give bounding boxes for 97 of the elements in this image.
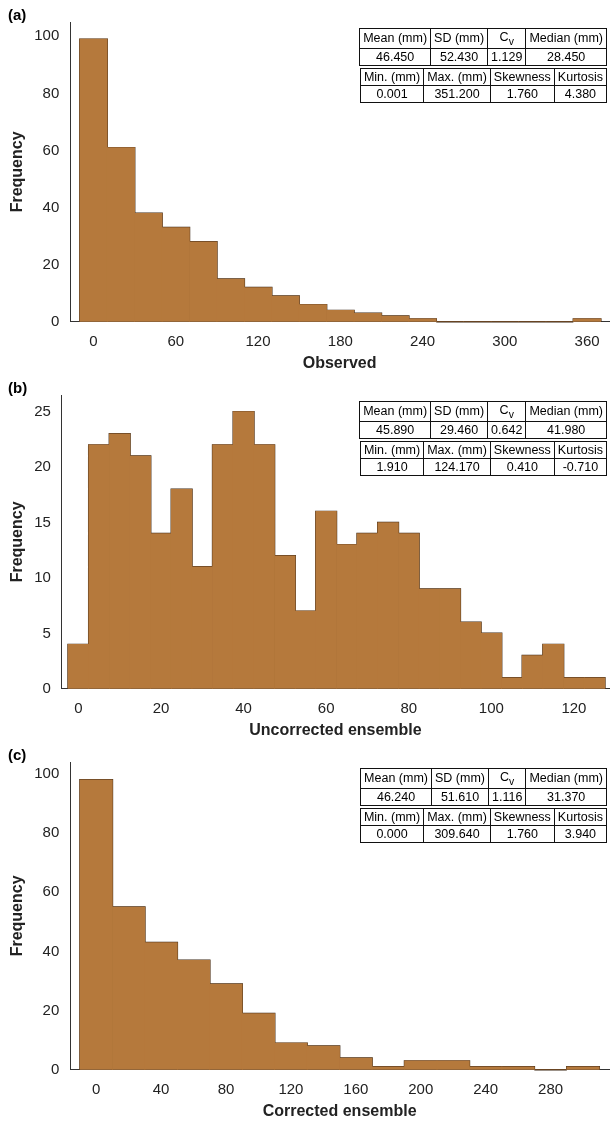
annotation: 45.890 (359, 421, 431, 438)
annotation: SD (mm) (430, 28, 488, 48)
y-tick-label: 0 (50, 311, 60, 329)
x-tick-label: 80 (400, 698, 418, 716)
y-tick-label: 60 (42, 882, 60, 900)
annotation: Kurtosis (554, 68, 607, 86)
annotation: 51.610 (431, 788, 489, 805)
annotation: Median (mm) (525, 28, 607, 48)
annotation: -0.710 (554, 458, 607, 476)
annotation: 46.450 (359, 48, 431, 65)
x-tick-label: 120 (245, 331, 271, 349)
annotation: 351.200 (423, 85, 491, 103)
annotation: 41.980 (525, 421, 607, 438)
annotation: Mean (mm) (359, 401, 431, 421)
annotation: C$_{v}$ (487, 401, 526, 421)
y-tick-label: 5 (42, 623, 51, 641)
annotation: 4.380 (554, 85, 607, 103)
annotation: SD (mm) (431, 768, 489, 788)
y-tick-label: 0 (50, 1059, 60, 1077)
annotation: Median (mm) (525, 768, 607, 788)
x-tick-label: 80 (217, 1079, 235, 1097)
x-axis-title: Corrected ensemble (262, 1101, 417, 1119)
annotation: SD (mm) (430, 401, 488, 421)
annotation: 0.642 (487, 421, 526, 438)
x-tick-label: 60 (317, 698, 335, 716)
x-tick-label: 60 (167, 331, 185, 349)
y-tick-label: 0 (42, 678, 51, 696)
x-tick-label: 300 (492, 331, 518, 349)
annotation: Skewness (490, 68, 555, 86)
y-tick-label: 25 (34, 401, 51, 419)
y-tick-label: 10 (34, 568, 51, 586)
annotation: 31.370 (525, 788, 607, 805)
annotation: Skewness (490, 808, 555, 826)
y-tick-label: 40 (42, 941, 60, 959)
y-axis-title: Frequency (8, 501, 26, 583)
x-tick-label: 180 (327, 331, 353, 349)
chart-title: (b) (8, 379, 28, 396)
x-axis-title: Observed (302, 353, 377, 371)
annotation: Mean (mm) (360, 768, 432, 788)
annotation: 1.129 (487, 48, 526, 65)
annotation: C$_{v}$ (488, 768, 526, 788)
x-tick-label: 120 (561, 698, 587, 716)
y-tick-label: 100 (34, 26, 60, 44)
x-tick-label: 120 (278, 1079, 304, 1097)
annotation: Median (mm) (525, 401, 607, 421)
x-tick-label: 20 (152, 698, 170, 716)
annotation: Kurtosis (554, 808, 607, 826)
x-tick-label: 0 (92, 1079, 101, 1097)
chart-title: (c) (8, 746, 27, 763)
x-tick-label: 160 (343, 1079, 369, 1097)
annotation: 0.000 (360, 825, 424, 843)
annotation: Max. (mm) (423, 808, 491, 826)
x-tick-label: 40 (235, 698, 252, 716)
y-tick-label: 15 (34, 512, 51, 530)
annotation: 46.240 (360, 788, 432, 805)
x-tick-label: 0 (74, 698, 83, 716)
annotation: C$_{v}$ (487, 28, 526, 48)
annotation: 29.460 (430, 421, 488, 438)
annotation: 52.430 (430, 48, 488, 65)
y-tick-label: 20 (42, 254, 60, 272)
annotation: 124.170 (423, 458, 491, 476)
annotation: Mean (mm) (359, 28, 431, 48)
y-axis-title: Frequency (8, 875, 26, 957)
annotation: 1.760 (490, 85, 555, 103)
annotation: Min. (mm) (360, 441, 424, 459)
x-tick-label: 40 (152, 1079, 170, 1097)
x-tick-label: 240 (473, 1079, 499, 1097)
annotation: Skewness (490, 441, 555, 459)
x-axis-title: Uncorrected ensemble (249, 720, 422, 738)
annotation: 1.760 (490, 825, 555, 843)
y-axis-title: Frequency (8, 131, 26, 213)
x-tick-label: 0 (89, 331, 98, 349)
y-tick-label: 80 (42, 83, 60, 101)
annotation: 3.940 (554, 825, 607, 843)
x-tick-label: 240 (410, 331, 436, 349)
chart-title: (a) (8, 6, 27, 23)
x-tick-label: 200 (408, 1079, 434, 1097)
annotation: Kurtosis (554, 441, 607, 459)
annotation: Min. (mm) (360, 68, 424, 86)
annotation: 309.640 (423, 825, 491, 843)
annotation: 0.001 (360, 85, 424, 103)
y-tick-label: 80 (42, 823, 60, 841)
x-tick-label: 280 (538, 1079, 564, 1097)
y-tick-label: 20 (34, 457, 51, 475)
y-tick-label: 40 (42, 197, 60, 215)
x-tick-label: 100 (478, 698, 504, 716)
y-tick-label: 60 (42, 140, 60, 158)
x-tick-label: 360 (574, 331, 600, 349)
y-tick-label: 100 (34, 763, 60, 781)
annotation: 1.116 (488, 788, 526, 805)
annotation: 1.910 (360, 458, 424, 476)
annotation: Max. (mm) (423, 68, 491, 86)
annotation: Min. (mm) (360, 808, 424, 826)
y-tick-label: 20 (42, 1000, 60, 1018)
annotation: 28.450 (525, 48, 607, 65)
annotation: 0.410 (490, 458, 555, 476)
annotation: Max. (mm) (423, 441, 491, 459)
